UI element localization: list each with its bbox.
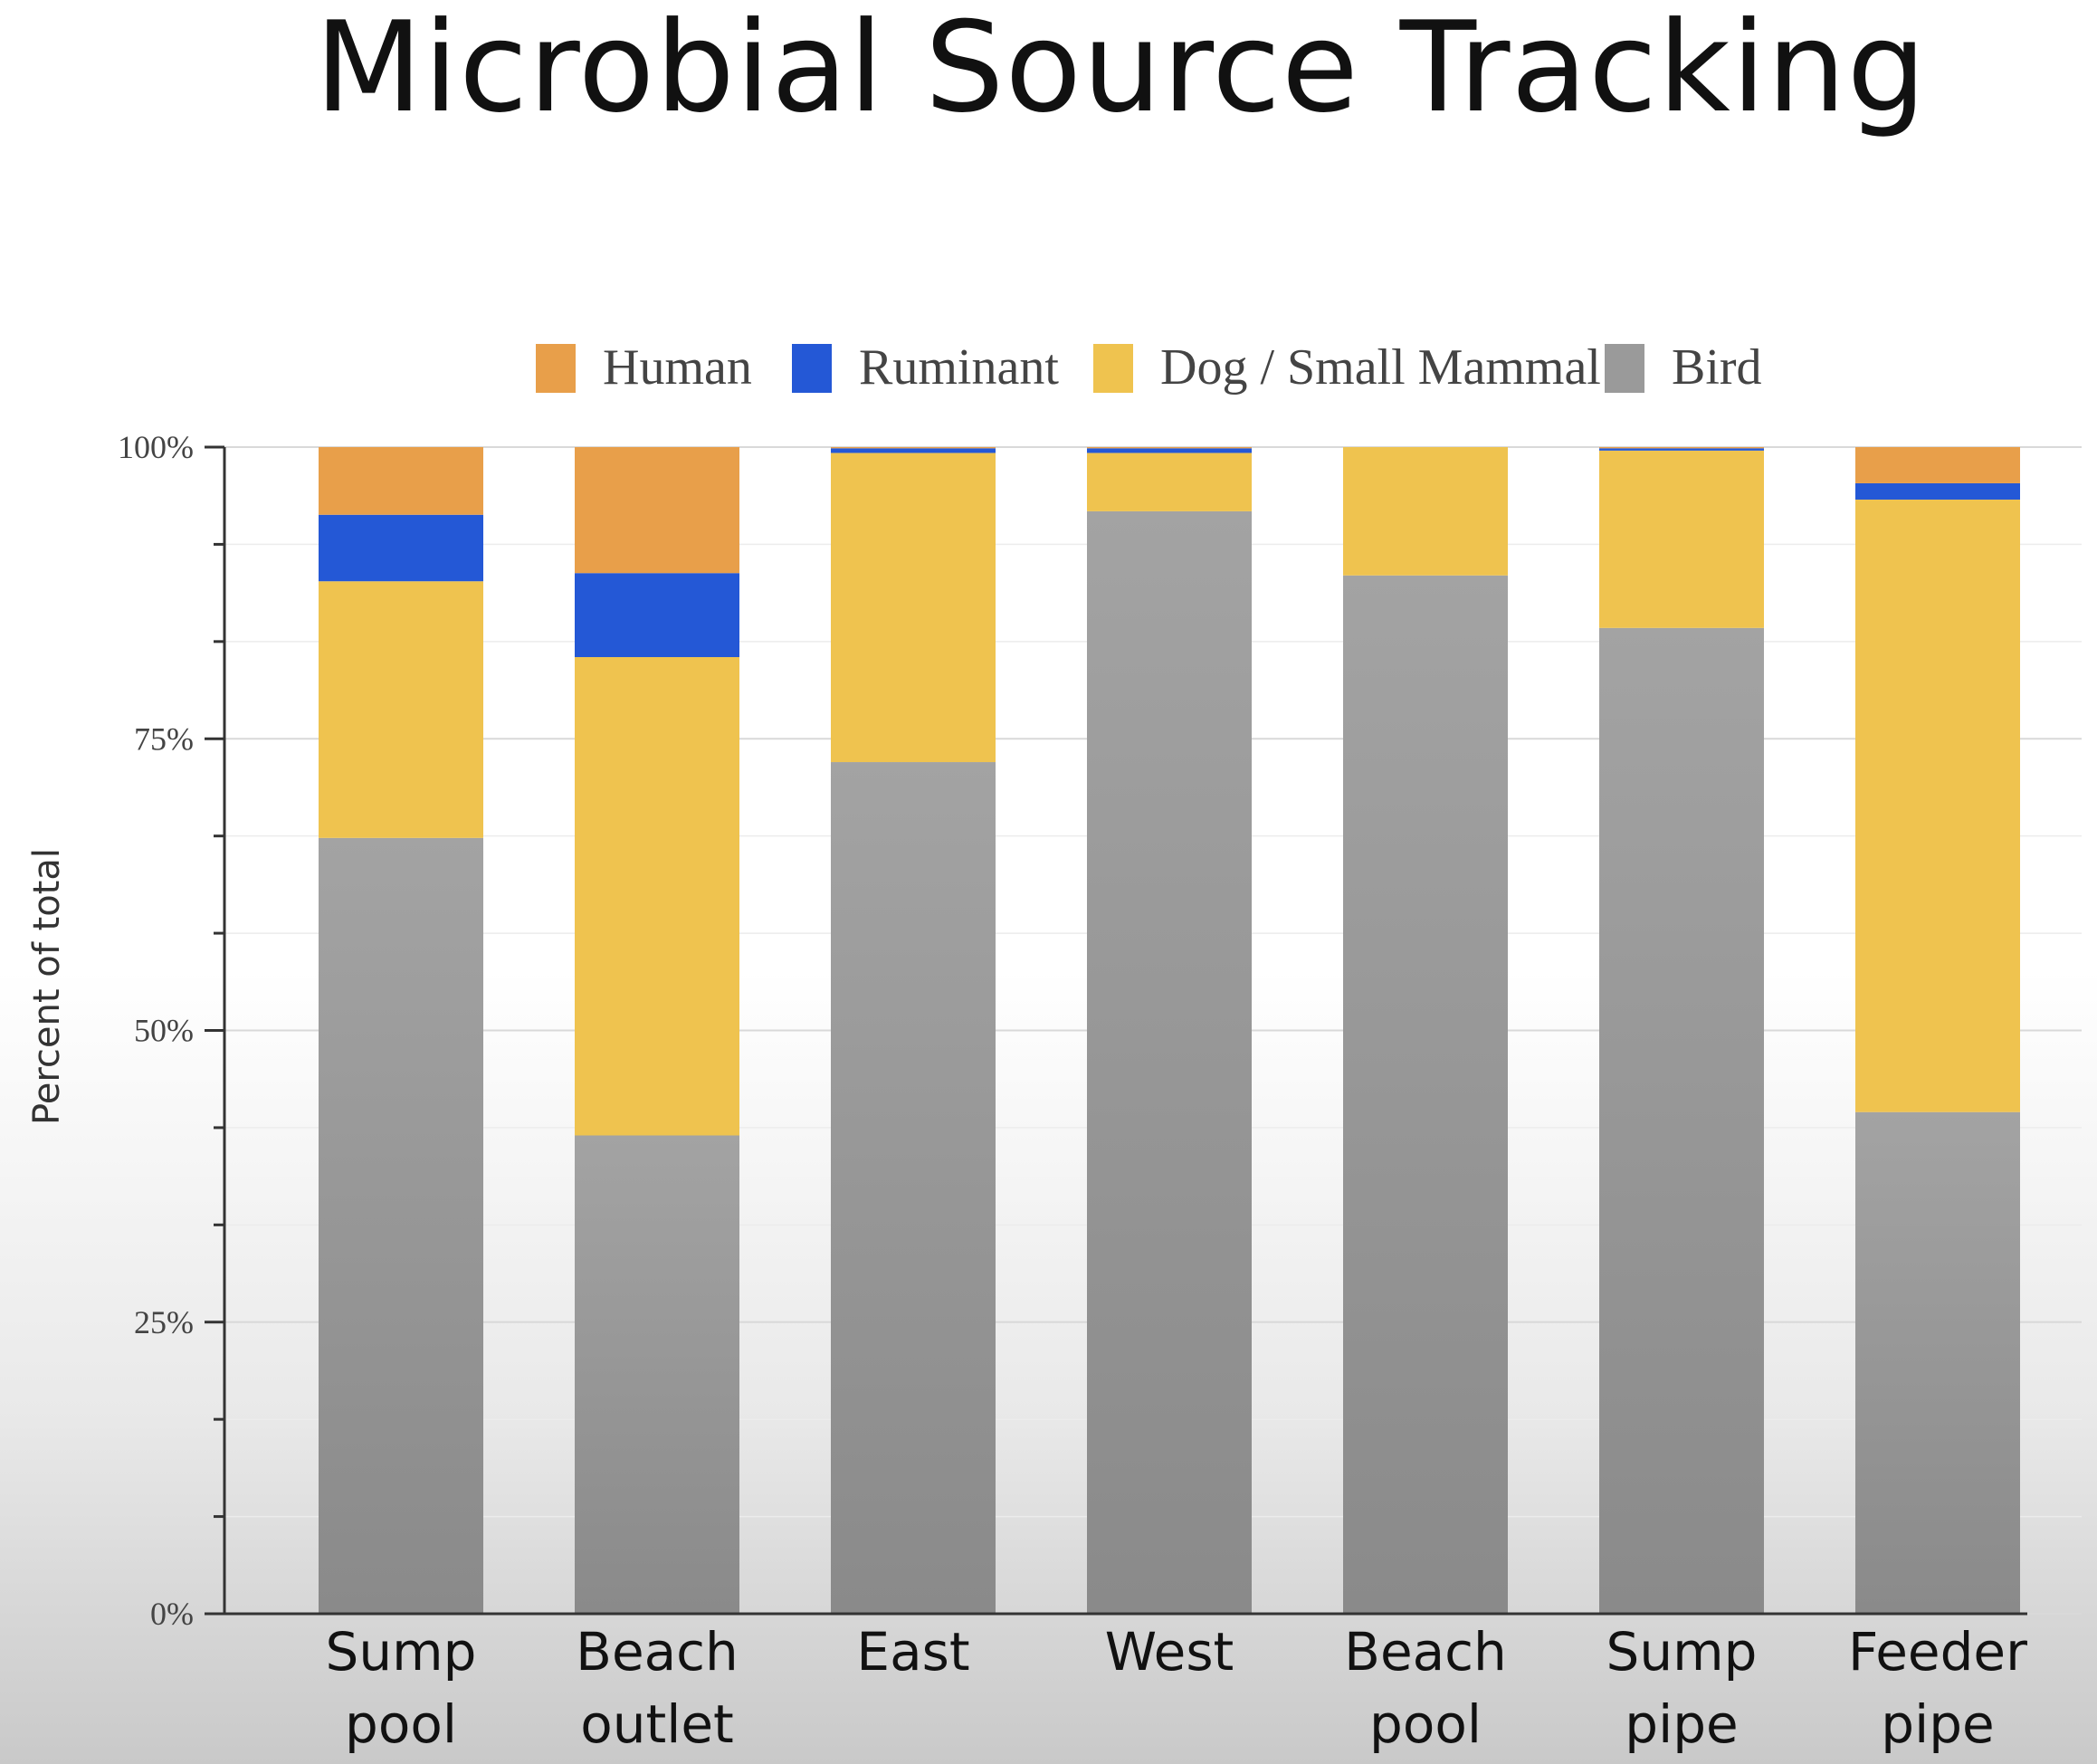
x-category-label: pipe xyxy=(1625,1693,1738,1755)
bar-bird-4 xyxy=(1343,575,1508,1614)
x-category-label: Sump xyxy=(326,1621,477,1683)
bar-dog-small-mammal-4 xyxy=(1343,447,1508,576)
y-tick-label: 75% xyxy=(134,720,194,757)
y-tick-label: 25% xyxy=(134,1304,194,1340)
y-axis: 0% 25% 50% 75% 100% xyxy=(118,429,2027,1632)
chart-title: Microbial Source Tracking xyxy=(314,0,1928,140)
bar-dog-small-mammal-6 xyxy=(1855,500,2020,1112)
bar-dog-small-mammal-2 xyxy=(831,453,996,763)
bar-dog-small-mammal-3 xyxy=(1087,453,1252,511)
bar-ruminant-1 xyxy=(575,573,739,658)
bar-bird-0 xyxy=(319,837,483,1614)
bar-dog-small-mammal-0 xyxy=(319,581,483,838)
x-category-label: pipe xyxy=(1881,1693,1994,1755)
y-axis-label: Percent of total xyxy=(26,848,68,1125)
x-category-label: East xyxy=(856,1621,969,1683)
bar-bird-6 xyxy=(1855,1111,2020,1614)
bar-ruminant-6 xyxy=(1855,482,2020,501)
bar-human-3 xyxy=(1087,447,1252,449)
bar-human-1 xyxy=(575,447,739,574)
bar-dog-small-mammal-5 xyxy=(1599,450,1764,628)
x-category-label: Sump xyxy=(1606,1621,1758,1683)
bar-ruminant-2 xyxy=(831,448,996,453)
x-category-label: pool xyxy=(345,1693,457,1755)
bar-human-0 xyxy=(319,447,483,515)
legend: Human Ruminant Dog / Small Mammal Bird xyxy=(536,339,1762,396)
x-category-label: pool xyxy=(1369,1693,1482,1755)
bar-bird-5 xyxy=(1599,627,1764,1615)
y-tick-label: 0% xyxy=(150,1596,194,1632)
y-tick-label: 100% xyxy=(118,429,194,465)
bar-human-6 xyxy=(1855,447,2020,483)
x-category-label: Beach xyxy=(1344,1621,1507,1683)
x-category-label: Beach xyxy=(576,1621,739,1683)
legend-swatch xyxy=(1605,344,1644,393)
legend-label: Bird xyxy=(1672,339,1762,396)
legend-swatch xyxy=(1093,344,1133,393)
bar-ruminant-3 xyxy=(1087,448,1252,453)
x-category-label: West xyxy=(1105,1621,1234,1683)
legend-label: Ruminant xyxy=(859,339,1059,396)
bar-ruminant-0 xyxy=(319,514,483,582)
bar-bird-2 xyxy=(831,762,996,1614)
bar-dog-small-mammal-1 xyxy=(575,657,739,1136)
bar-bird-1 xyxy=(575,1135,739,1614)
bars xyxy=(319,447,2020,1615)
bar-ruminant-5 xyxy=(1599,448,1764,451)
legend-label: Human xyxy=(603,339,752,396)
legend-swatch xyxy=(792,344,832,393)
x-category-label: Feeder xyxy=(1848,1621,2027,1683)
bar-human-2 xyxy=(831,447,996,449)
x-category-label: outlet xyxy=(580,1693,734,1755)
bar-bird-3 xyxy=(1087,510,1252,1614)
x-axis-labels: Sump pool Beach outlet East West Beach pool Sump… xyxy=(326,1621,2028,1755)
legend-label: Dog / Small Mammal xyxy=(1160,339,1601,396)
bar-human-5 xyxy=(1599,447,1764,449)
y-tick-label: 50% xyxy=(134,1013,194,1049)
legend-swatch xyxy=(536,344,576,393)
